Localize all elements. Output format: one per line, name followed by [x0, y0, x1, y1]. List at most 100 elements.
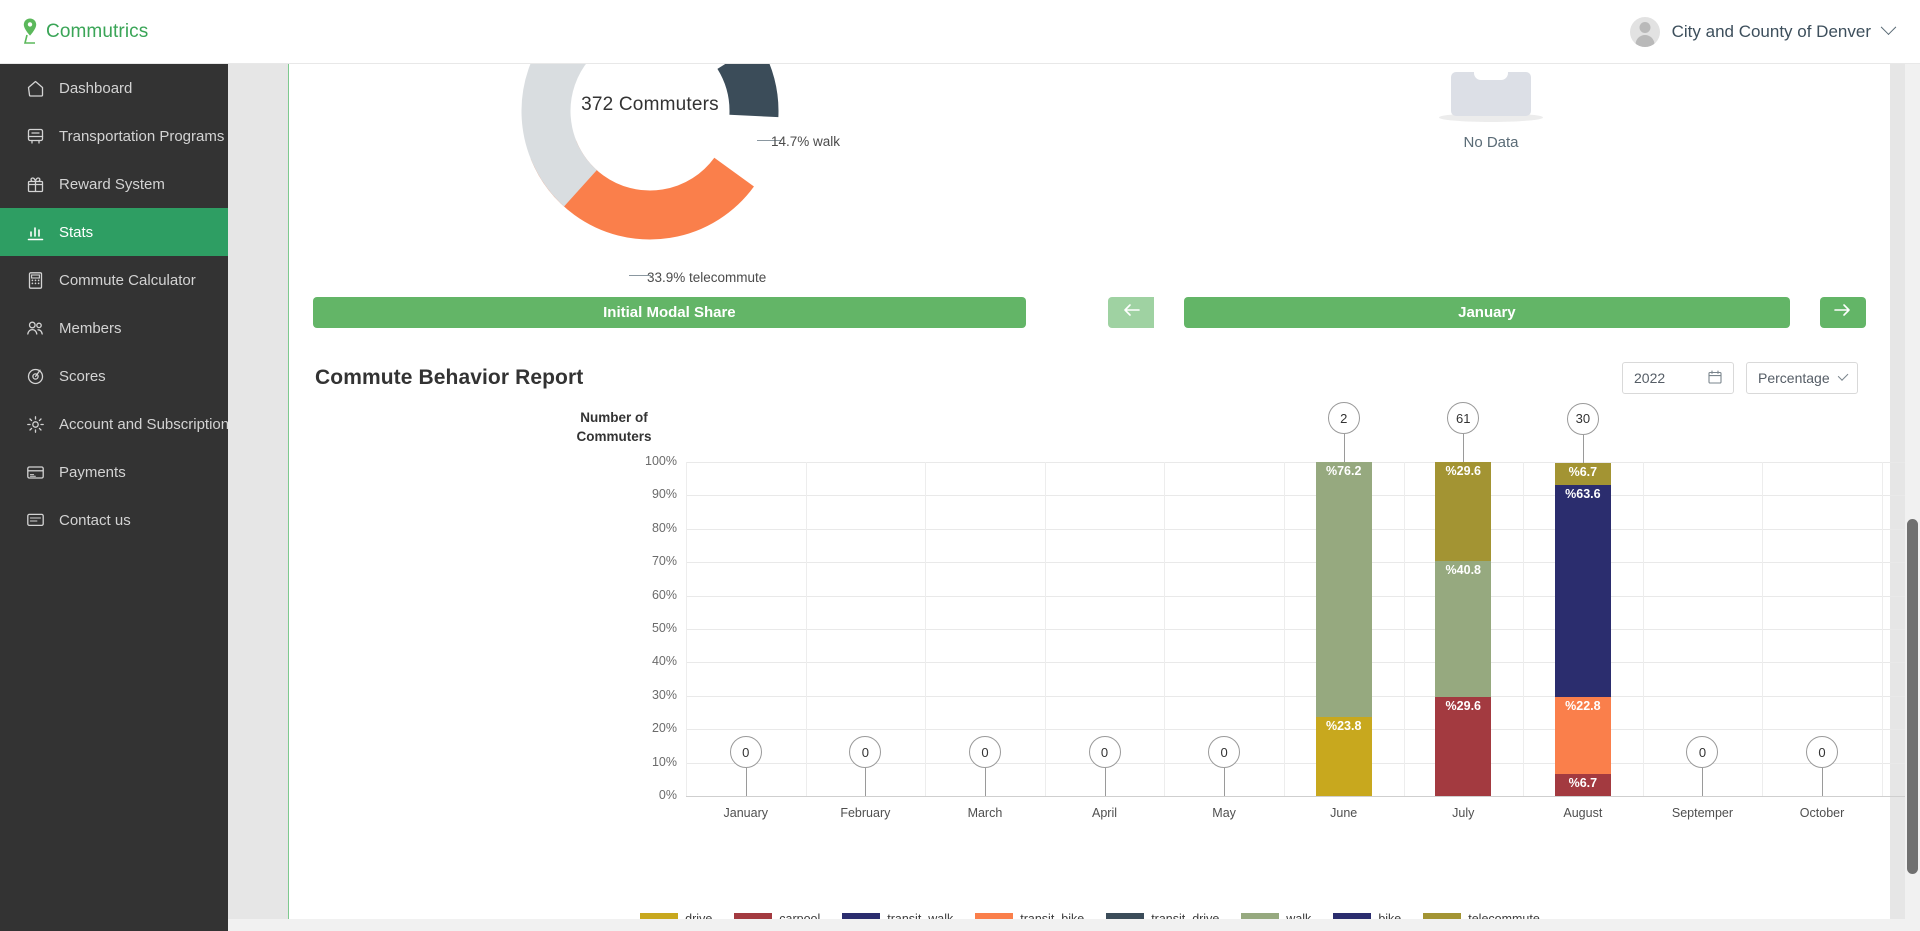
sidebar-item-stats[interactable]: Stats: [0, 208, 228, 256]
y-axis-tick: 70%: [651, 554, 677, 569]
chart-vertical-gridline: [1403, 462, 1405, 796]
user-avatar-icon: [1629, 16, 1660, 47]
horizontal-scrollbar-track[interactable]: [228, 919, 1905, 931]
sidebar-item-label: Stats: [59, 223, 94, 241]
bar-segment-transit_bike[interactable]: %22.8: [1554, 697, 1611, 774]
total-commuters-bubble: 0: [729, 736, 762, 768]
chart-vertical-gridline: [1881, 462, 1883, 796]
bar-segment-walk[interactable]: %40.8: [1435, 560, 1492, 698]
chart-vertical-gridline: [1283, 462, 1285, 796]
current-month-button[interactable]: January: [1184, 296, 1790, 328]
chart-vertical-gridline: [925, 462, 927, 796]
message-icon: [26, 511, 45, 530]
calculator-icon: [26, 271, 45, 290]
gridline: [686, 695, 1920, 697]
donut-leader-line-telecommute: [629, 275, 651, 276]
stacked-bar[interactable]: %76.2 %23.8: [1315, 462, 1372, 796]
bar-segment-label: %63.6: [1565, 487, 1601, 502]
bar-segment-label: %23.8: [1325, 718, 1362, 733]
y-axis-tick: 10%: [651, 754, 677, 769]
prev-month-button[interactable]: [1107, 296, 1155, 328]
bar-segment-label: %76.2: [1325, 464, 1362, 478]
vertical-scrollbar-track[interactable]: [1905, 64, 1920, 931]
x-axis-tick: Septemper: [1671, 806, 1734, 820]
y-axis-tick: 60%: [651, 587, 677, 602]
main-content: 372 Commuters 14.7% walk 33.9% telecommu…: [228, 0, 1920, 931]
x-axis-tick: April: [1092, 806, 1118, 820]
chart-vertical-gridline: [1044, 462, 1046, 796]
users-icon: [26, 319, 45, 338]
chart-column: %6.7 %63.6 %22.8 %6.7 30 August: [1523, 402, 1643, 820]
bar-segment-label: %6.7: [1568, 775, 1598, 790]
sidebar-item-account-and-subscription[interactable]: Account and Subscription: [0, 400, 229, 448]
total-commuters-bubble: 0: [849, 736, 882, 768]
chart-column: 0 March: [925, 462, 1045, 820]
year-picker[interactable]: 2022: [1622, 362, 1734, 394]
gridline: [686, 462, 1920, 463]
sidebar-item-scores[interactable]: Scores: [0, 352, 228, 400]
donut-leader-line-walk: [757, 140, 781, 141]
modal-share-donut-section: 372 Commuters 14.7% walk 33.9% telecommu…: [289, 0, 1890, 285]
bar-segment-label: %29.6: [1445, 464, 1481, 478]
sidebar-item-transportation-programs[interactable]: Transportation Programs: [0, 112, 228, 160]
sidebar-item-dashboard[interactable]: Dashboard: [0, 64, 228, 112]
bubble-stem: [865, 768, 867, 796]
chevron-down-icon[interactable]: [1880, 19, 1897, 36]
donut-label-telecommute: 33.9% telecommute: [647, 270, 767, 285]
bus-icon: [26, 127, 45, 146]
bubble-stem: [984, 768, 986, 796]
gridline: [686, 662, 1920, 664]
next-month-button[interactable]: [1819, 296, 1866, 328]
x-axis-tick: March: [967, 806, 1003, 820]
bar-segment-drive[interactable]: %23.8: [1315, 716, 1372, 796]
stacked-bar[interactable]: %29.6 %40.8 %29.6: [1435, 462, 1492, 796]
bar-segment-label: %29.6: [1445, 699, 1481, 714]
no-data-panel: No Data: [1416, 64, 1566, 151]
bubble-stem: [1224, 768, 1226, 796]
x-axis-tick: October: [1799, 806, 1845, 820]
bar-segment-label: %40.8: [1445, 562, 1481, 577]
initial-modal-share-button[interactable]: Initial Modal Share: [313, 296, 1026, 328]
sidebar-item-label: Dashboard: [59, 79, 133, 97]
sidebar-item-members[interactable]: Members: [0, 304, 228, 352]
sidebar-item-commute-calculator[interactable]: Commute Calculator: [0, 256, 228, 304]
bar-segment-carpool[interactable]: %29.6: [1435, 697, 1492, 796]
vertical-scrollbar-thumb[interactable]: [1907, 519, 1918, 874]
chart-column: 0 Septemper: [1643, 462, 1763, 820]
x-axis-tick: July: [1452, 806, 1475, 820]
gear-icon: [26, 415, 45, 434]
bubble-stem: [1463, 434, 1465, 462]
account-menu[interactable]: City and County of Denver: [1629, 16, 1920, 47]
stats-page: 372 Commuters 14.7% walk 33.9% telecommu…: [288, 0, 1920, 931]
brand-name: Commutrics: [46, 20, 149, 42]
bar-segment-carpool[interactable]: %6.7: [1554, 773, 1611, 796]
bubble-stem: [1702, 768, 1704, 796]
total-commuters-bubble: 0: [1088, 736, 1121, 768]
bar-segment-walk[interactable]: %76.2: [1315, 462, 1372, 717]
sidebar-item-label: Commute Calculator: [59, 271, 196, 289]
chart-column: 0 February: [806, 462, 926, 820]
sidebar: Dashboard Transportation Programs Reward S…: [0, 64, 229, 931]
bar-segment-label: %6.7: [1568, 464, 1598, 479]
chart-vertical-gridline: [1642, 462, 1644, 796]
y-axis-tick: 40%: [651, 654, 677, 669]
sidebar-item-contact-us[interactable]: Contact us: [0, 496, 228, 544]
sidebar-item-payments[interactable]: Payments: [0, 448, 228, 496]
total-commuters-bubble: 2: [1327, 402, 1360, 434]
bar-segment-telecommute[interactable]: %6.7: [1554, 462, 1611, 486]
bubble-stem: [745, 768, 747, 796]
gridline: [686, 528, 1920, 530]
bar-segment-telecommute[interactable]: %29.6: [1435, 462, 1492, 561]
gridline: [686, 729, 1920, 731]
y-axis-tick: 90%: [651, 487, 677, 502]
target-icon: [26, 367, 45, 386]
bubble-stem: [1582, 434, 1584, 463]
value-mode-select[interactable]: Percentage: [1746, 362, 1858, 394]
chart-column: 0 May: [1164, 462, 1284, 820]
stacked-bar[interactable]: %6.7 %63.6 %22.8 %6.7: [1554, 462, 1611, 796]
sidebar-item-reward-system[interactable]: Reward System: [0, 160, 228, 208]
commute-behavior-chart: Number of Commuters مستقل mostaql.com 10…: [289, 402, 1920, 878]
bar-segment-bike[interactable]: %63.6: [1554, 485, 1611, 698]
brand-logo[interactable]: Commutrics: [0, 17, 228, 47]
